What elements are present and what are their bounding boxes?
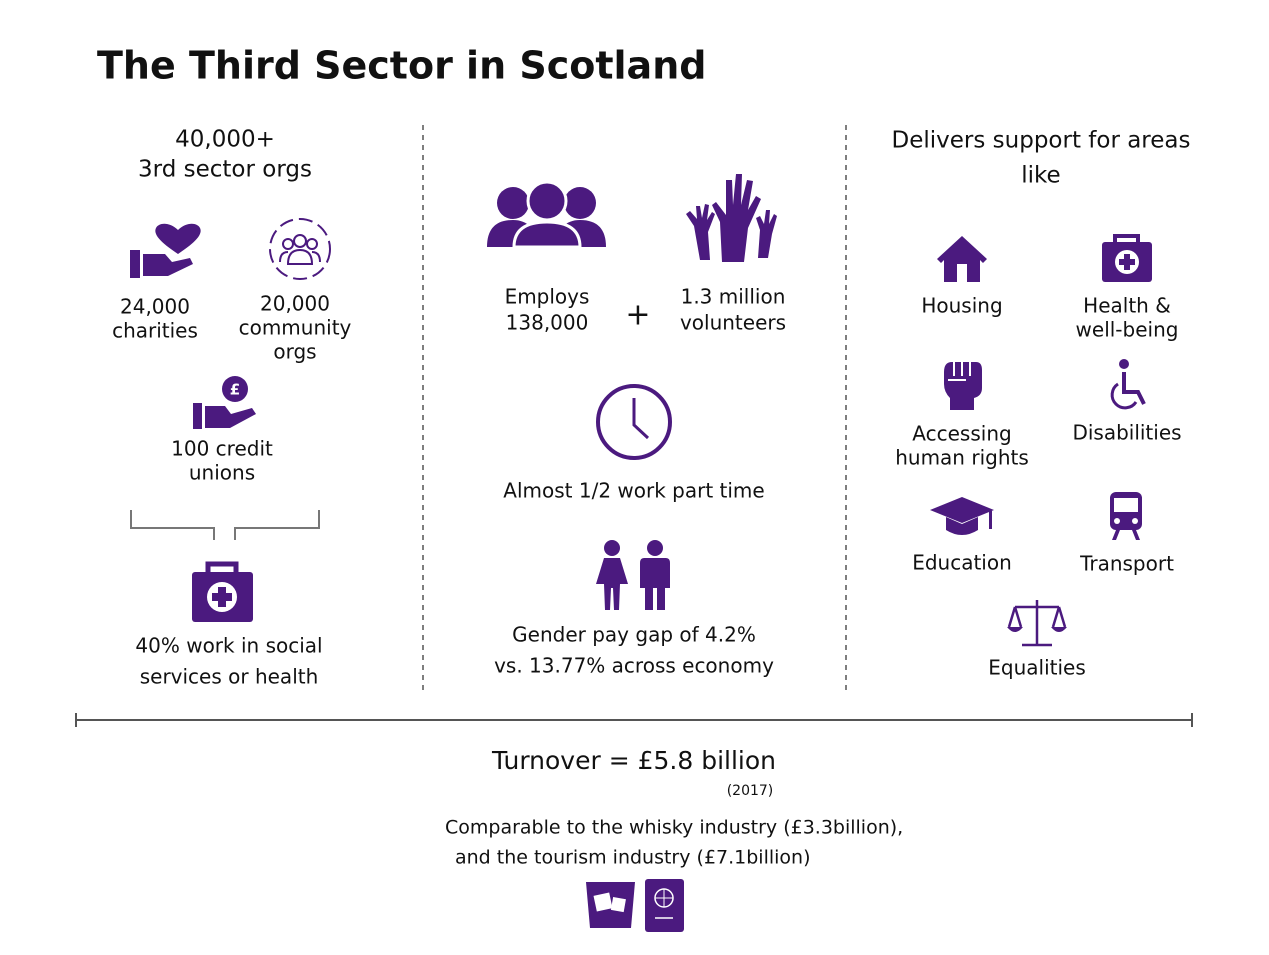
stat-label: 40% work in social [135,634,322,658]
disability-icon [1110,359,1146,410]
bracket [130,510,320,540]
gender-icon [596,540,670,610]
area-label: Accessing [912,422,1011,446]
passport-icon [645,879,684,932]
section-heading: like [1021,163,1060,189]
stat-label: 20,000 [260,292,330,316]
svg-text:£: £ [230,381,240,399]
credit-union-icon: £ [193,376,256,429]
education-icon [930,497,994,535]
stat-label: 100 credit [171,437,273,461]
stat-label: charities [112,319,198,343]
area-label: Housing [921,294,1002,318]
stat-label: orgs [273,340,316,364]
area-label: Disabilities [1072,421,1181,445]
community-icon [269,218,331,280]
stat-label: community [239,316,352,340]
transport-icon [1110,492,1142,540]
housing-icon [937,236,987,282]
comparison: Comparable to the whisky industry (£3.3b… [445,817,903,839]
clock-icon [596,384,672,460]
medical-kit-icon [192,561,253,622]
charity-icon [130,223,201,278]
stat-label: 138,000 [506,311,589,335]
turnover: Turnover = £5.8 billion [491,746,776,775]
area-label: human rights [895,446,1029,470]
section-heading: 3rd sector orgs [138,157,312,183]
stat-label: Gender pay gap of 4.2% [512,623,756,647]
section-heading: Delivers support for areas [892,128,1191,154]
area-label: Equalities [988,656,1086,680]
plus-sign: + [625,298,650,333]
whisky-icon [586,882,635,928]
area-label: Health & [1083,294,1171,318]
turnover-year: (2017) [727,783,774,799]
fist-icon [944,362,982,410]
stat-label: services or health [140,665,319,689]
area-label: Education [912,551,1012,575]
stat-label: 1.3 million [681,285,786,309]
area-label: Transport [1079,552,1174,576]
stat-label: volunteers [680,311,786,335]
area-label: well-being [1076,318,1179,342]
people-icon [487,180,606,249]
title: The Third Sector in Scotland [97,44,706,88]
stat-label: vs. 13.77% across economy [494,654,774,678]
ruler [75,713,1193,727]
stat-label: unions [189,461,255,485]
volunteer-hands-icon [686,174,777,262]
section-heading: 40,000+ [175,127,275,153]
stat-label: Employs [505,285,590,309]
comparison: and the tourism industry (£7.1billion) [455,847,811,869]
health-icon [1102,234,1152,282]
stat-label: 24,000 [120,295,190,319]
scales-icon [1007,600,1067,647]
stat-label: Almost 1/2 work part time [503,479,764,503]
